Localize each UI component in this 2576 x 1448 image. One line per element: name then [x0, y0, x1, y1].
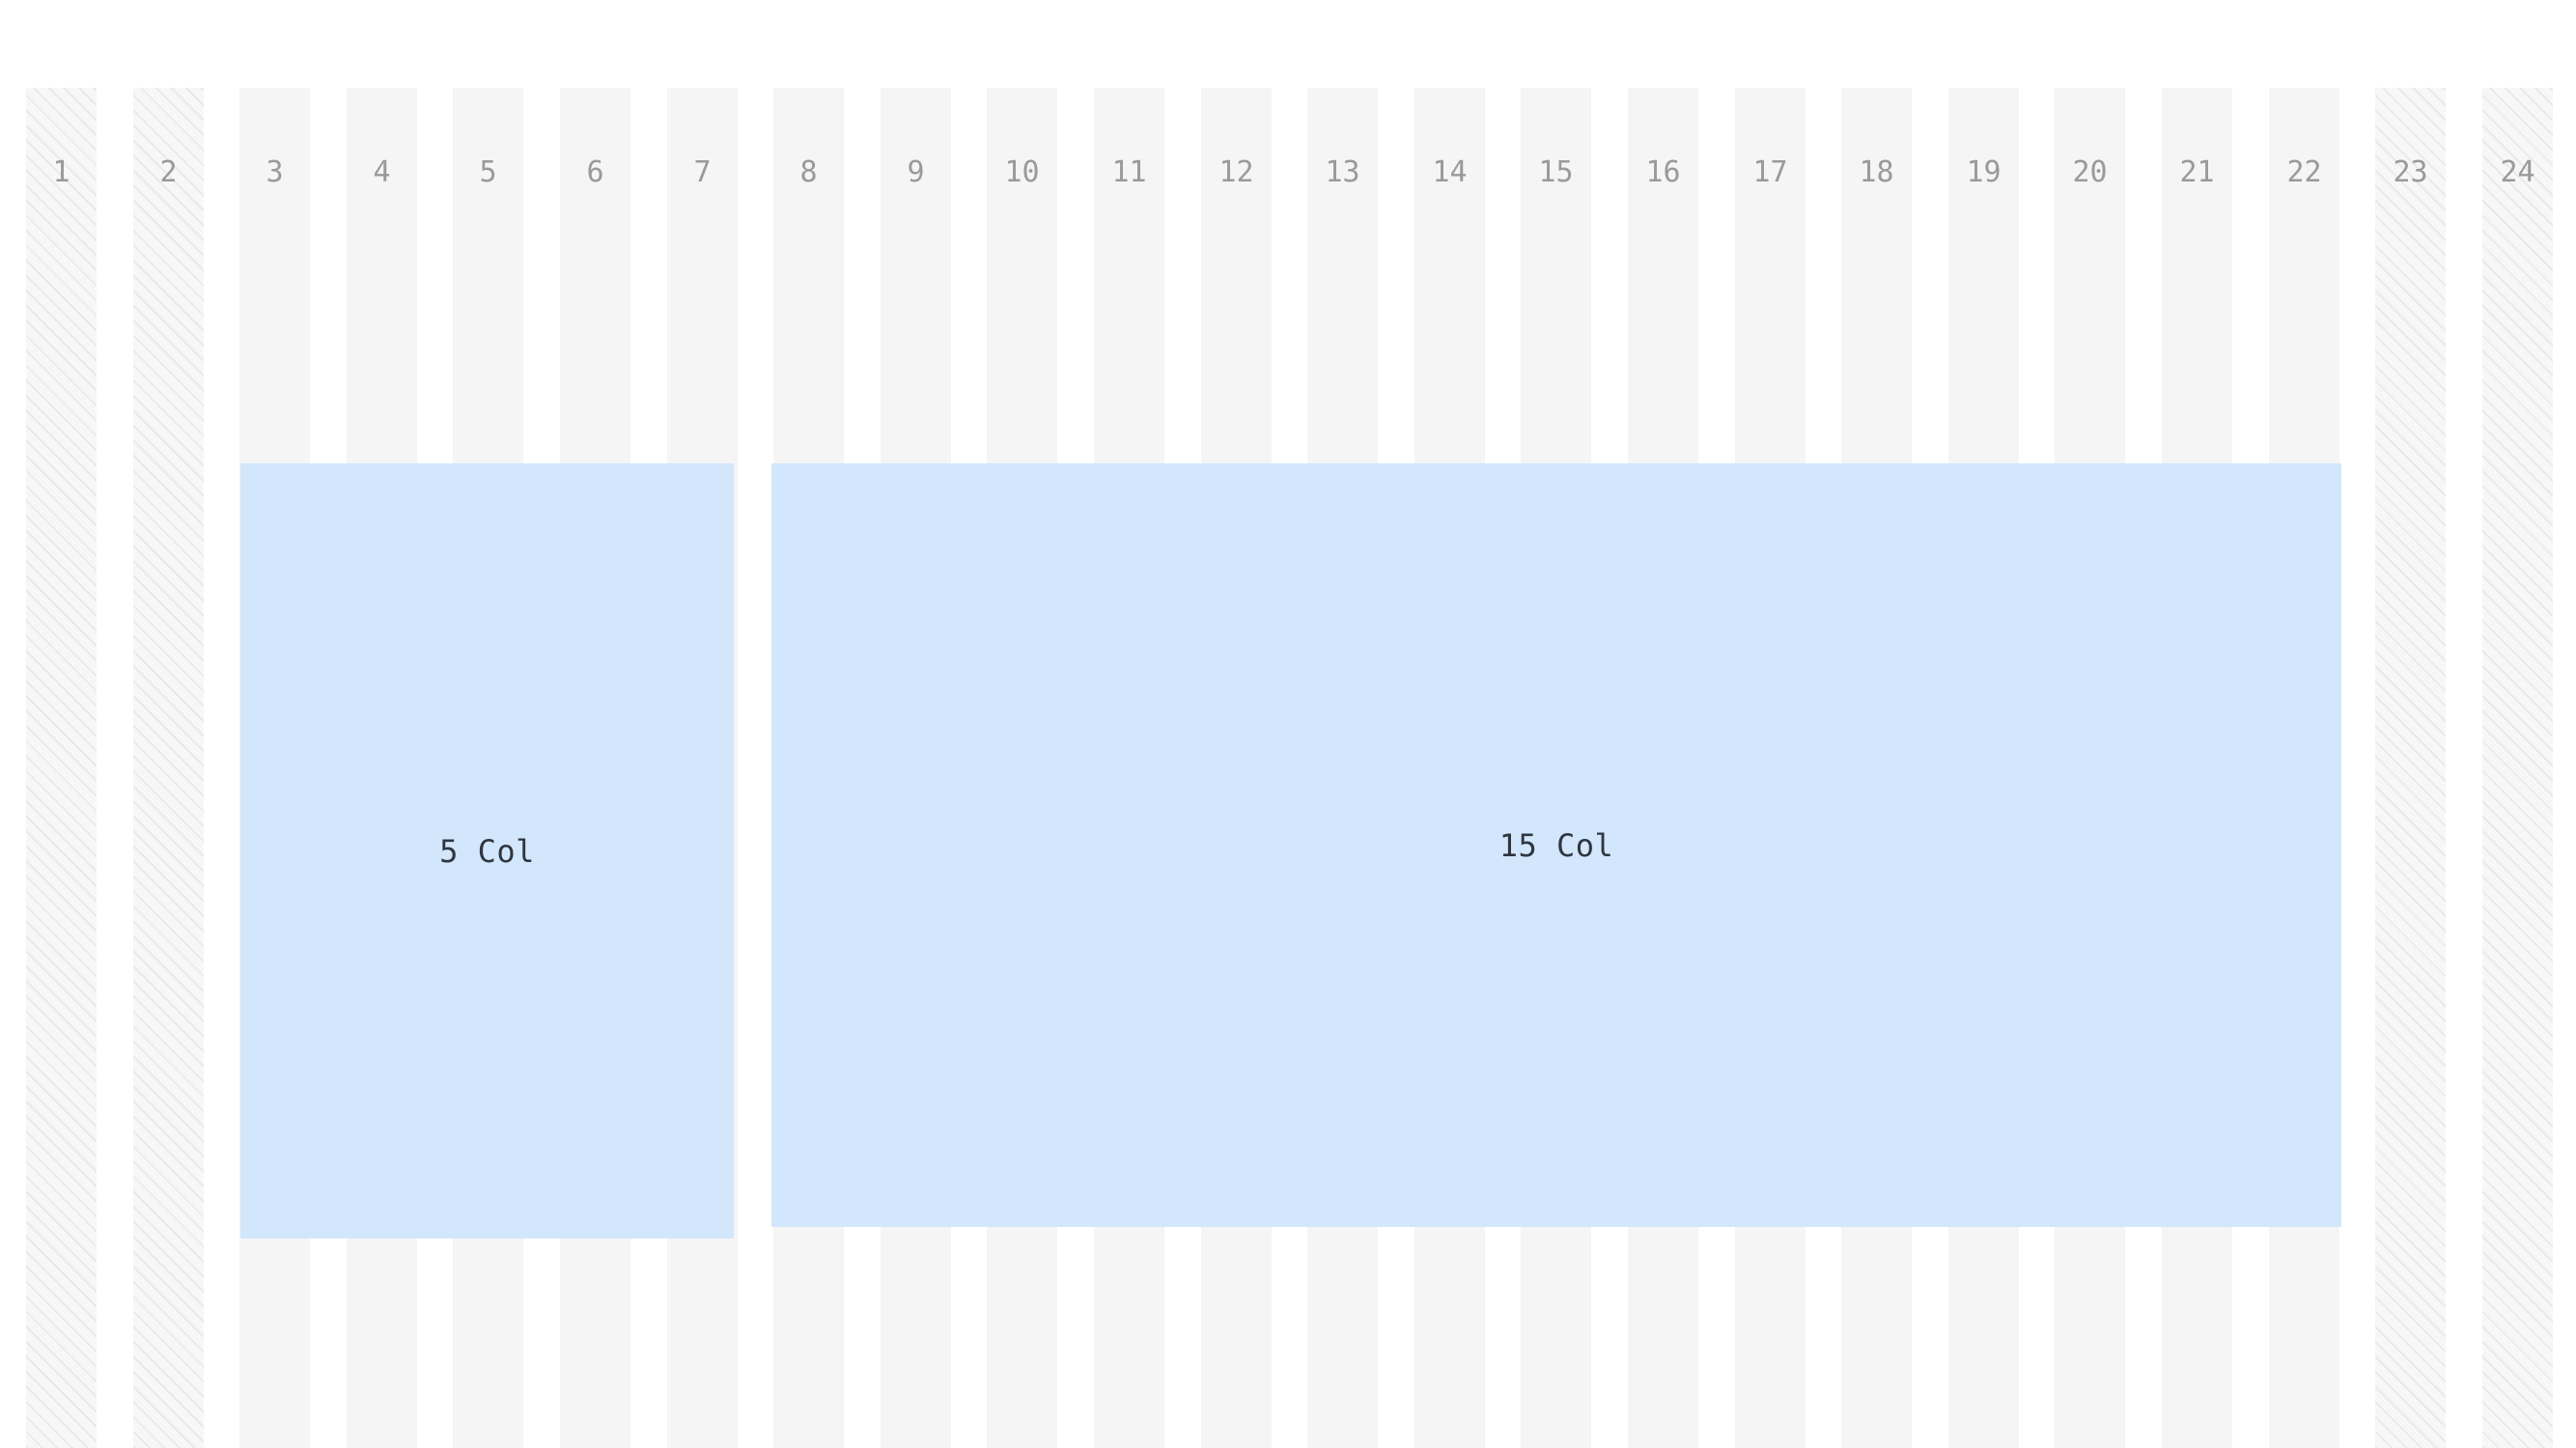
column-number: 23 — [2393, 155, 2428, 189]
column-number: 11 — [1111, 155, 1147, 189]
column-number: 16 — [1645, 155, 1681, 189]
column-number: 7 — [693, 155, 712, 189]
column-number: 13 — [1325, 155, 1360, 189]
column-number: 18 — [1859, 155, 1894, 189]
column-number: 15 — [1538, 155, 1574, 189]
column-number: 8 — [799, 155, 818, 189]
column-number: 4 — [373, 155, 391, 189]
column-number: 3 — [266, 155, 284, 189]
column-number: 12 — [1218, 155, 1254, 189]
column-number: 19 — [1966, 155, 2002, 189]
five-col-block: 5 Col — [240, 463, 734, 1239]
column-number: 21 — [2179, 155, 2215, 189]
column-number: 17 — [1752, 155, 1788, 189]
fifteen-col-block: 15 Col — [771, 463, 2341, 1227]
column-number: 22 — [2286, 155, 2322, 189]
five-col-label: 5 Col — [439, 832, 535, 870]
column-number: 20 — [2072, 155, 2108, 189]
column-number: 6 — [586, 155, 604, 189]
column-number: 24 — [2500, 155, 2535, 189]
grid-column-1: 1 — [26, 88, 97, 1448]
column-number: 9 — [907, 155, 925, 189]
column-number: 10 — [1004, 155, 1040, 189]
column-number: 14 — [1432, 155, 1468, 189]
column-number: 1 — [52, 155, 70, 189]
grid-column-23: 23 — [2375, 88, 2446, 1448]
column-number: 2 — [159, 155, 178, 189]
grid-column-24: 24 — [2482, 88, 2553, 1448]
column-number: 5 — [479, 155, 497, 189]
grid-column-2: 2 — [133, 88, 204, 1448]
fifteen-col-label: 15 Col — [1498, 826, 1614, 864]
